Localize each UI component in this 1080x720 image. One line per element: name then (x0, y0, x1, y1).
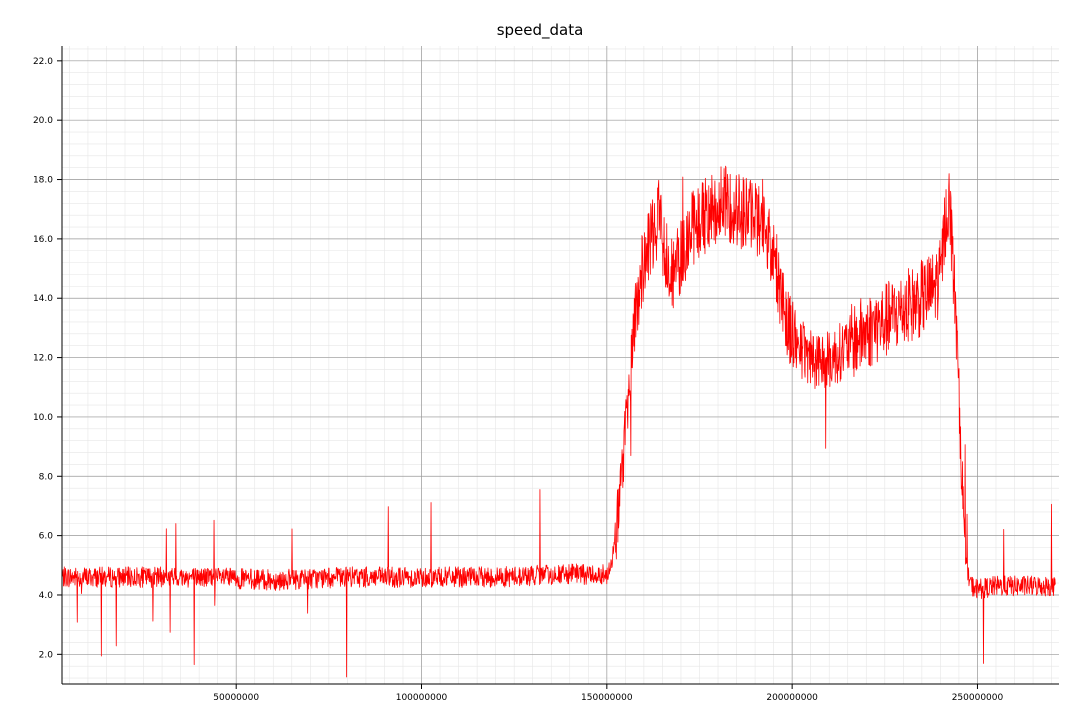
x-tick-label: 250000000 (952, 693, 1004, 703)
series-line-0 (61, 165, 1056, 678)
y-tick-label: 16.0 (33, 235, 53, 245)
y-tick-label: 8.0 (39, 472, 54, 482)
y-tick-label: 20.0 (33, 116, 53, 126)
y-tick-labels: 2.0 4.0 6.0 8.0 10.0 12.0 14.0 16.0 18.0 20.0 22.0 (33, 57, 53, 660)
chart-title: speed_data (496, 21, 584, 39)
y-tick-label: 4.0 (39, 591, 54, 601)
x-tick-label: 200000000 (766, 693, 818, 703)
major-grid (62, 46, 1059, 684)
y-tick-label: 18.0 (33, 176, 53, 186)
axes (57, 46, 1059, 689)
y-tick-label: 10.0 (33, 413, 53, 423)
x-tick-label: 100000000 (396, 693, 448, 703)
x-tick-labels: 50000000 100000000 150000000 200000000 25000… (213, 693, 1003, 703)
x-tick-label: 50000000 (213, 693, 259, 703)
minor-grid (62, 46, 1059, 684)
y-tick-label: 14.0 (33, 294, 53, 304)
y-tick-label: 6.0 (39, 532, 54, 542)
plot-series (61, 165, 1056, 678)
y-tick-label: 12.0 (33, 354, 53, 364)
x-tick-label: 150000000 (581, 693, 633, 703)
y-tick-label: 2.0 (39, 650, 54, 660)
y-tick-label: 22.0 (33, 57, 53, 67)
